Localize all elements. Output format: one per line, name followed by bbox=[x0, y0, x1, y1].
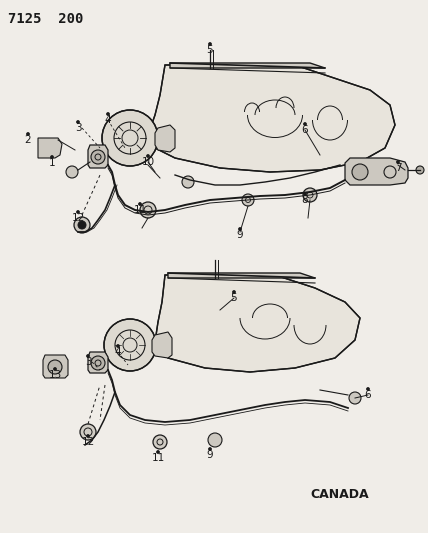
Text: 9: 9 bbox=[207, 450, 213, 460]
Polygon shape bbox=[152, 332, 172, 358]
Circle shape bbox=[238, 228, 241, 230]
Circle shape bbox=[242, 194, 254, 206]
Polygon shape bbox=[168, 273, 315, 278]
Text: 1: 1 bbox=[49, 158, 55, 168]
Circle shape bbox=[86, 434, 89, 438]
Text: 2: 2 bbox=[25, 135, 31, 145]
Circle shape bbox=[182, 176, 194, 188]
Circle shape bbox=[303, 123, 306, 125]
Circle shape bbox=[396, 160, 399, 164]
Circle shape bbox=[366, 387, 369, 391]
Polygon shape bbox=[88, 352, 108, 373]
Text: 13: 13 bbox=[48, 370, 62, 380]
Text: 6: 6 bbox=[302, 125, 308, 135]
Text: 5: 5 bbox=[207, 45, 213, 55]
Circle shape bbox=[352, 164, 368, 180]
Polygon shape bbox=[43, 355, 68, 378]
Circle shape bbox=[51, 156, 54, 158]
Polygon shape bbox=[88, 145, 108, 168]
Circle shape bbox=[91, 150, 105, 164]
Circle shape bbox=[208, 433, 222, 447]
Text: 7: 7 bbox=[395, 163, 401, 173]
Circle shape bbox=[66, 166, 78, 178]
Text: 11: 11 bbox=[134, 205, 147, 215]
Text: 10: 10 bbox=[141, 157, 155, 167]
Polygon shape bbox=[38, 138, 62, 158]
Circle shape bbox=[146, 155, 149, 157]
Circle shape bbox=[27, 133, 30, 135]
Circle shape bbox=[303, 188, 317, 202]
Circle shape bbox=[86, 354, 89, 358]
Text: 8: 8 bbox=[302, 195, 308, 205]
Circle shape bbox=[153, 435, 167, 449]
Circle shape bbox=[232, 290, 235, 294]
Text: 12: 12 bbox=[71, 213, 85, 223]
Polygon shape bbox=[148, 65, 395, 172]
Circle shape bbox=[208, 448, 211, 450]
Circle shape bbox=[74, 217, 90, 233]
Text: 4: 4 bbox=[115, 347, 121, 357]
Polygon shape bbox=[345, 158, 408, 185]
Circle shape bbox=[102, 110, 158, 166]
Circle shape bbox=[48, 360, 62, 374]
Polygon shape bbox=[155, 125, 175, 152]
Circle shape bbox=[116, 344, 119, 348]
Text: CANADA: CANADA bbox=[310, 488, 369, 501]
Text: 3: 3 bbox=[75, 123, 81, 133]
Circle shape bbox=[77, 211, 80, 214]
Text: 7125  200: 7125 200 bbox=[8, 12, 83, 26]
Circle shape bbox=[107, 112, 110, 116]
Circle shape bbox=[91, 356, 105, 370]
Text: 12: 12 bbox=[81, 437, 95, 447]
Text: 4: 4 bbox=[105, 115, 111, 125]
Text: 9: 9 bbox=[237, 230, 243, 240]
Circle shape bbox=[416, 166, 424, 174]
Circle shape bbox=[54, 367, 56, 370]
Text: 5: 5 bbox=[231, 293, 237, 303]
Text: 6: 6 bbox=[365, 390, 372, 400]
Polygon shape bbox=[170, 63, 325, 68]
Circle shape bbox=[78, 221, 86, 229]
Circle shape bbox=[208, 43, 211, 45]
Text: 3: 3 bbox=[85, 357, 91, 367]
Circle shape bbox=[104, 319, 156, 371]
Circle shape bbox=[140, 202, 156, 218]
Circle shape bbox=[80, 424, 96, 440]
Circle shape bbox=[77, 120, 80, 124]
Circle shape bbox=[303, 192, 306, 196]
Polygon shape bbox=[155, 275, 360, 372]
Text: 11: 11 bbox=[152, 453, 165, 463]
Circle shape bbox=[349, 392, 361, 404]
Circle shape bbox=[139, 203, 142, 206]
Circle shape bbox=[157, 450, 160, 454]
